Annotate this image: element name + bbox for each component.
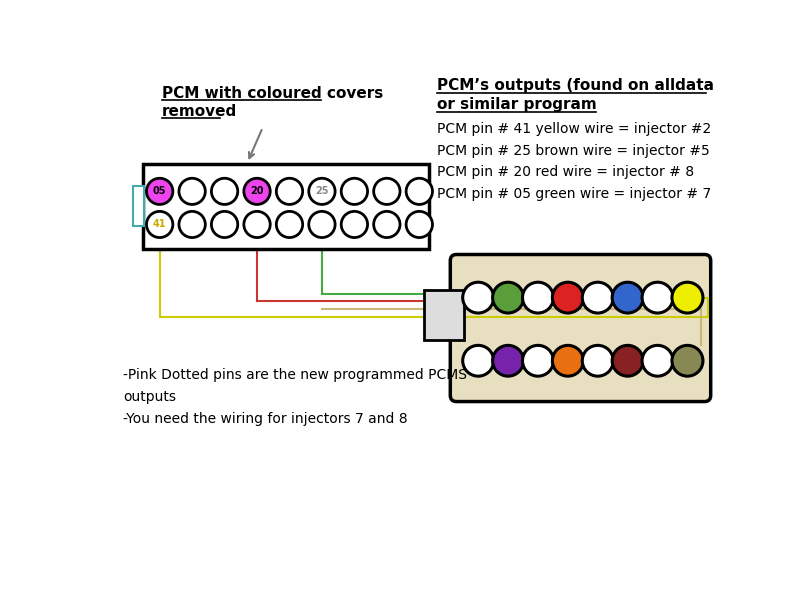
Circle shape xyxy=(276,211,302,238)
Circle shape xyxy=(612,282,643,313)
Circle shape xyxy=(672,346,703,376)
Circle shape xyxy=(406,211,433,238)
Text: PCM with coloured covers: PCM with coloured covers xyxy=(162,86,383,101)
Circle shape xyxy=(552,282,583,313)
Circle shape xyxy=(309,178,335,205)
Text: or similar program: or similar program xyxy=(437,97,597,112)
Circle shape xyxy=(244,178,270,205)
Text: removed: removed xyxy=(162,104,238,119)
FancyBboxPatch shape xyxy=(450,254,710,401)
Text: 25: 25 xyxy=(315,187,329,196)
Circle shape xyxy=(642,346,673,376)
Circle shape xyxy=(612,346,643,376)
Text: 20: 20 xyxy=(250,187,264,196)
Circle shape xyxy=(493,282,523,313)
FancyBboxPatch shape xyxy=(142,164,430,249)
Text: -Pink Dotted pins are the new programmed PCMS
outputs
-You need the wiring for i: -Pink Dotted pins are the new programmed… xyxy=(123,368,467,426)
Circle shape xyxy=(146,211,173,238)
Text: PCM pin # 41 yellow wire = injector #2
PCM pin # 25 brown wire = injector #5
PCM: PCM pin # 41 yellow wire = injector #2 P… xyxy=(437,122,711,201)
Circle shape xyxy=(374,211,400,238)
Text: 41: 41 xyxy=(153,220,166,229)
Circle shape xyxy=(522,282,554,313)
Circle shape xyxy=(244,211,270,238)
Circle shape xyxy=(406,178,433,205)
Circle shape xyxy=(276,178,302,205)
Circle shape xyxy=(211,178,238,205)
Circle shape xyxy=(342,178,367,205)
FancyBboxPatch shape xyxy=(134,186,144,226)
Circle shape xyxy=(179,178,206,205)
Circle shape xyxy=(146,178,173,205)
Circle shape xyxy=(211,211,238,238)
FancyBboxPatch shape xyxy=(424,290,464,340)
Circle shape xyxy=(582,282,614,313)
Circle shape xyxy=(462,346,494,376)
Circle shape xyxy=(342,211,367,238)
Circle shape xyxy=(493,346,523,376)
Text: PCM’s outputs (found on alldata: PCM’s outputs (found on alldata xyxy=(437,78,714,93)
Circle shape xyxy=(552,346,583,376)
Circle shape xyxy=(309,211,335,238)
Circle shape xyxy=(582,346,614,376)
Circle shape xyxy=(672,282,703,313)
Circle shape xyxy=(179,211,206,238)
Circle shape xyxy=(374,178,400,205)
Text: 05: 05 xyxy=(153,187,166,196)
Circle shape xyxy=(462,282,494,313)
Circle shape xyxy=(522,346,554,376)
Circle shape xyxy=(642,282,673,313)
